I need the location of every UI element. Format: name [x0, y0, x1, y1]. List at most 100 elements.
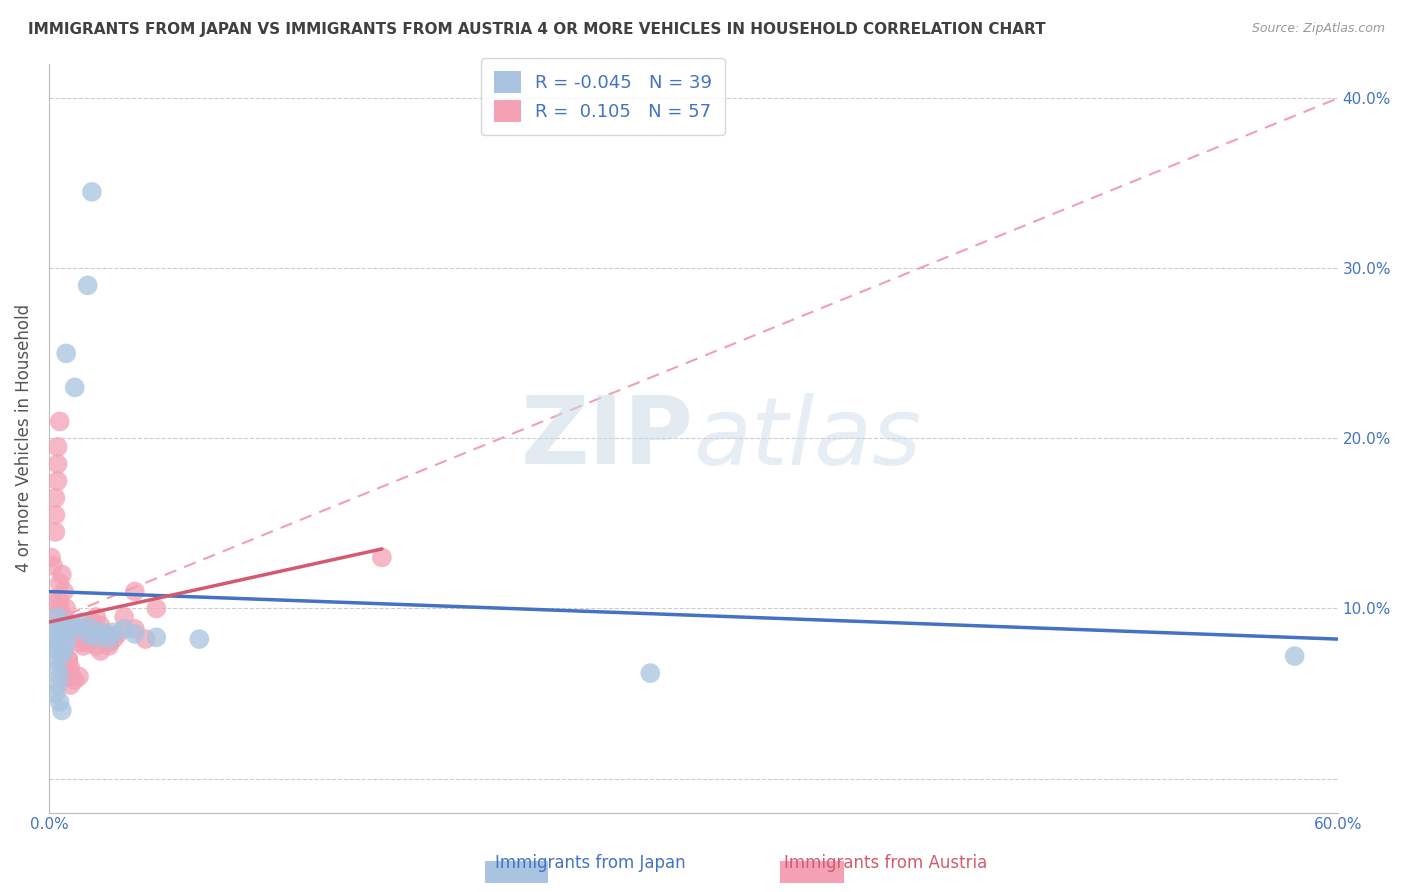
Point	[48, 576, 70, 591]
Point	[76, 622, 98, 636]
Point	[42, 593, 65, 607]
Point	[48, 695, 70, 709]
Point	[63, 673, 86, 687]
Point	[135, 632, 157, 646]
Point	[58, 652, 80, 666]
Point	[58, 652, 80, 666]
Point	[1284, 649, 1306, 664]
Text: atlas: atlas	[693, 392, 921, 484]
Point	[59, 678, 82, 692]
Point	[188, 632, 211, 646]
Point	[42, 558, 65, 573]
Point	[59, 669, 82, 683]
Point	[63, 380, 86, 394]
Point	[59, 618, 82, 632]
Point	[72, 627, 94, 641]
Point	[63, 618, 86, 632]
Point	[48, 414, 70, 428]
Point	[46, 440, 69, 454]
Point	[51, 627, 73, 641]
Text: Source: ZipAtlas.com: Source: ZipAtlas.com	[1251, 22, 1385, 36]
Point	[124, 622, 146, 636]
Y-axis label: 4 or more Vehicles in Household: 4 or more Vehicles in Household	[15, 304, 32, 573]
Point	[55, 635, 77, 649]
Point	[55, 669, 77, 683]
Point	[53, 627, 76, 641]
Point	[44, 622, 66, 636]
Point	[51, 567, 73, 582]
Point	[59, 661, 82, 675]
Point	[107, 627, 129, 641]
Point	[48, 593, 70, 607]
Point	[51, 704, 73, 718]
Point	[51, 652, 73, 666]
Point	[44, 652, 66, 666]
Point	[80, 185, 103, 199]
Point	[58, 661, 80, 675]
Point	[53, 584, 76, 599]
Point	[42, 627, 65, 641]
Point	[63, 622, 86, 636]
Point	[48, 669, 70, 683]
Point	[55, 601, 77, 615]
Point	[51, 632, 73, 646]
Point	[53, 610, 76, 624]
Text: Immigrants from Japan: Immigrants from Japan	[495, 855, 686, 872]
Point	[46, 678, 69, 692]
Point	[98, 639, 121, 653]
Point	[48, 618, 70, 632]
Point	[103, 632, 125, 646]
Point	[84, 631, 107, 645]
Point	[48, 601, 70, 615]
Point	[44, 635, 66, 649]
Point	[46, 474, 69, 488]
Point	[51, 648, 73, 662]
Point	[46, 644, 69, 658]
Point	[112, 622, 135, 636]
Point	[44, 524, 66, 539]
Point	[76, 278, 98, 293]
Point	[84, 639, 107, 653]
Point	[67, 669, 90, 683]
Point	[44, 508, 66, 522]
Point	[89, 618, 111, 632]
Point	[80, 615, 103, 629]
Point	[640, 666, 662, 681]
Point	[46, 610, 69, 624]
Point	[46, 610, 69, 624]
Point	[145, 631, 167, 645]
Point	[94, 627, 117, 641]
Point	[91, 625, 114, 640]
Point	[371, 550, 394, 565]
Point	[84, 610, 107, 624]
Point	[80, 627, 103, 641]
Point	[98, 632, 121, 646]
Text: IMMIGRANTS FROM JAPAN VS IMMIGRANTS FROM AUSTRIA 4 OR MORE VEHICLES IN HOUSEHOLD: IMMIGRANTS FROM JAPAN VS IMMIGRANTS FROM…	[28, 22, 1046, 37]
Point	[98, 635, 121, 649]
Point	[72, 639, 94, 653]
Legend: R = -0.045   N = 39, R =  0.105   N = 57: R = -0.045 N = 39, R = 0.105 N = 57	[481, 58, 725, 135]
Point	[124, 584, 146, 599]
Point	[72, 632, 94, 646]
Point	[112, 610, 135, 624]
Text: Immigrants from Austria: Immigrants from Austria	[785, 855, 987, 872]
Point	[44, 686, 66, 700]
Point	[48, 639, 70, 653]
Point	[51, 618, 73, 632]
Point	[103, 625, 125, 640]
Point	[55, 661, 77, 675]
Point	[80, 622, 103, 636]
Point	[124, 627, 146, 641]
Point	[67, 622, 90, 636]
Point	[55, 346, 77, 360]
Point	[53, 642, 76, 657]
Point	[70, 615, 93, 629]
Point	[39, 550, 62, 565]
Point	[53, 644, 76, 658]
Point	[46, 457, 69, 471]
Point	[44, 491, 66, 505]
Point	[46, 661, 69, 675]
Point	[76, 635, 98, 649]
Point	[76, 627, 98, 641]
Point	[51, 615, 73, 629]
